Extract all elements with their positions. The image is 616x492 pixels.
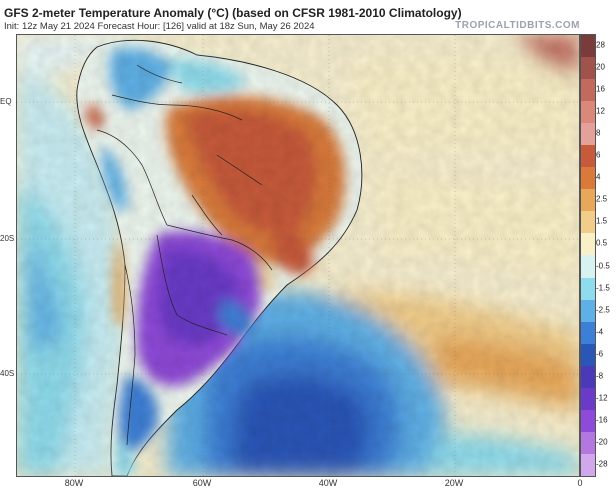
colorbar-tick-label: -4 xyxy=(596,327,604,337)
colorbar-tick-label: 6 xyxy=(596,150,601,160)
colorbar-tick-label: 28 xyxy=(596,40,605,50)
colorbar-segment xyxy=(581,233,595,256)
colorbar-tick-label: 12 xyxy=(596,106,605,116)
colorbar-segment xyxy=(581,79,595,102)
colorbar-tick-label: -2.5 xyxy=(596,305,610,315)
colorbar-segment xyxy=(581,167,595,190)
lon-label-80w: 80W xyxy=(64,478,84,488)
colorbar-tick-label: -0.5 xyxy=(596,261,610,271)
colorbar-segment xyxy=(581,35,595,58)
data-texture xyxy=(17,35,579,476)
colorbar-tick-label: -1.5 xyxy=(596,283,610,293)
colorbar-tick-label: -16 xyxy=(596,415,608,425)
colorbar-segment xyxy=(581,387,595,410)
country-borders xyxy=(96,64,273,446)
colorbar-tick-label: -12 xyxy=(596,393,608,403)
colorbar-segment xyxy=(581,145,595,168)
colorbar-tick-label: -6 xyxy=(596,349,604,359)
colorbar-segment xyxy=(581,57,595,80)
map-title: GFS 2-meter Temperature Anomaly (°C) (ba… xyxy=(4,6,462,20)
colorbar-segment xyxy=(581,343,595,366)
colorbar-segment xyxy=(581,211,595,234)
colorbar-segment xyxy=(581,255,595,278)
map-canvas xyxy=(17,35,579,476)
lat-label-eq: EQ xyxy=(0,97,12,106)
colorbar-tick-label: 16 xyxy=(596,84,605,94)
lat-label-40s: 40S xyxy=(0,369,15,378)
forecast-info: Init: 12z May 21 2024 Forecast Hour: [12… xyxy=(4,21,315,32)
header: GFS 2-meter Temperature Anomaly (°C) (ba… xyxy=(0,0,616,34)
colorbar-segment xyxy=(581,277,595,300)
lon-label-40w: 40W xyxy=(318,478,338,488)
colorbar-tick-label: 1.5 xyxy=(596,216,608,226)
colorbar-tick-label: -8 xyxy=(596,371,604,381)
colorbar xyxy=(580,34,596,477)
anomaly-map xyxy=(16,34,580,477)
colorbar-tick-label: 2.5 xyxy=(596,194,608,204)
colorbar-segment xyxy=(581,365,595,388)
colorbar-segment xyxy=(581,101,595,124)
graticule xyxy=(17,35,579,476)
colorbar-tick-label: 4 xyxy=(596,172,601,182)
colorbar-segment xyxy=(581,123,595,146)
colorbar-tick-label: -28 xyxy=(596,459,608,469)
colorbar-segment xyxy=(581,321,595,344)
colorbar-labels: 28 20 16 12 8 6 4 2.5 1.5 0.5 -0.5 -1.5 -2.5 -4 -6 -8 -1… xyxy=(596,34,616,475)
colorbar-segment xyxy=(581,409,595,432)
colorbar-tick-label: 20 xyxy=(596,62,605,72)
lon-label-20w: 20W xyxy=(444,478,464,488)
colorbar-tick-label: -20 xyxy=(596,437,608,447)
brand-watermark[interactable]: TROPICALTIDBITS.COM xyxy=(455,20,580,31)
lon-label-60w: 60W xyxy=(192,478,212,488)
colorbar-segment xyxy=(581,453,595,476)
colorbar-tick-label: 0.5 xyxy=(596,238,608,248)
colorbar-segment xyxy=(581,431,595,454)
colorbar-segment xyxy=(581,299,595,322)
colorbar-segment xyxy=(581,189,595,212)
lat-label-20s: 20S xyxy=(0,234,15,243)
lon-label-0: 0 xyxy=(577,478,583,488)
colorbar-tick-label: 8 xyxy=(596,128,601,138)
